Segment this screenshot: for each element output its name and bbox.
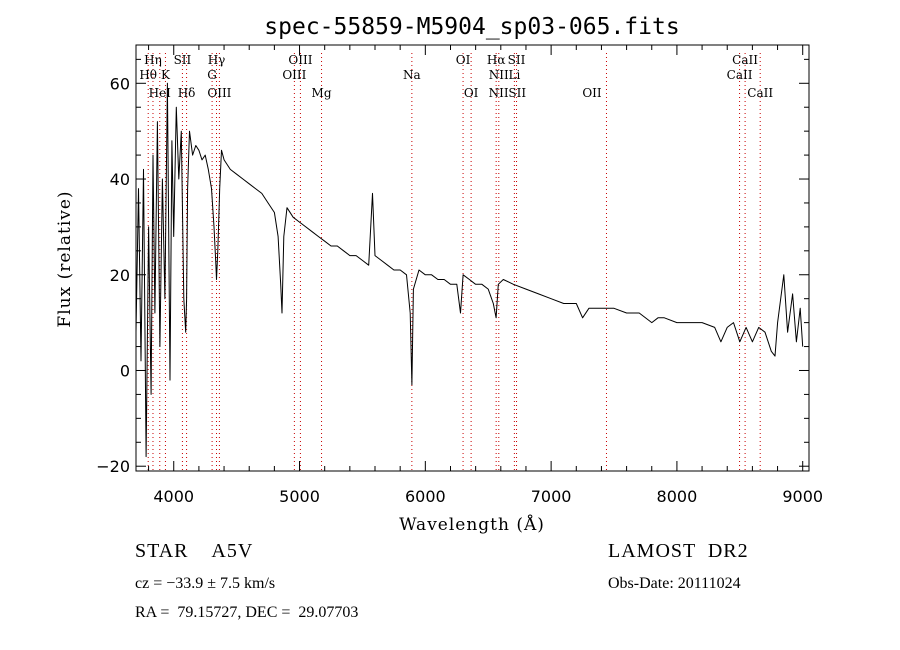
line-label: SII [508,53,526,67]
line-label: CaII [727,68,753,82]
line-label: Hα [487,53,506,67]
line-label: OII [582,86,602,100]
y-tick-label: 0 [120,361,130,380]
y-tick-label: 40 [110,170,130,189]
line-label: OIII [288,53,312,67]
x-tick-label: 5000 [279,487,320,506]
x-tick-label: 8000 [657,487,698,506]
x-tick-label: 6000 [405,487,446,506]
y-axis-ticks: −20 0 20 40 60 [96,58,809,476]
line-label: NII [489,68,509,82]
line-label: CaII [732,53,758,67]
line-label: Na [403,68,421,82]
coordinates-ra-dec: RA = 79.15727, DEC = 29.07703 [135,604,359,621]
line-label: Hη [144,53,162,67]
x-tick-label: 9000 [782,487,823,506]
y-tick-label: −20 [96,457,130,476]
x-axis-label: Wavelength (Å) [399,514,545,535]
x-tick-label: 4000 [153,487,194,506]
line-label: SII [508,86,526,100]
line-label: SII [174,53,192,67]
observation-date: Obs-Date: 20111024 [608,575,741,592]
x-axis-ticks: 4000 5000 6000 7000 8000 9000 [148,45,823,506]
line-label: HeI [149,86,172,100]
line-label: OIII [282,68,306,82]
line-label: OI [456,53,471,67]
y-tick-label: 60 [110,74,130,93]
y-tick-label: 20 [110,266,130,285]
x-tick-label: 7000 [531,487,572,506]
redshift-cz: cz = −33.9 ± 7.5 km/s [135,575,276,592]
spectrum-series-line [135,82,804,458]
line-label: G [207,68,217,82]
line-label: Hγ [208,53,226,67]
line-label: OIII [207,86,231,100]
y-axis-label: Flux (relative) [55,190,75,327]
line-label: Mg [312,86,332,100]
line-label: NII [489,86,509,100]
plot-frame [135,44,810,472]
chart-title: spec-55859-M5904_sp03-065.fits [264,14,679,40]
survey-name: LAMOST DR2 [608,540,749,562]
emission-line-markers [147,53,761,471]
line-label: Li [508,68,520,82]
line-label: CaII [747,86,773,100]
object-class: STAR A5V [135,540,254,562]
line-label: K [161,68,171,82]
line-label: OI [464,86,479,100]
line-label: Hθ [139,68,157,82]
line-label: Hδ [178,86,196,100]
